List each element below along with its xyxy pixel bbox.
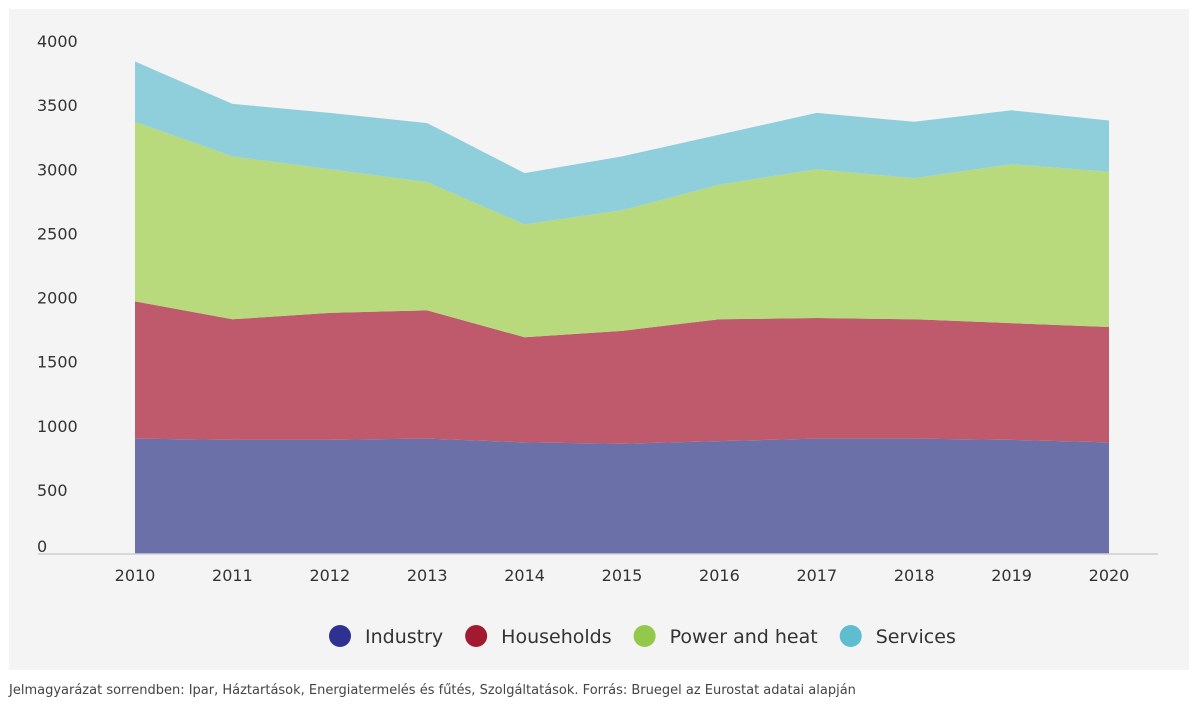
- legend-marker-services: [839, 625, 862, 647]
- x-tick-label: 2011: [212, 566, 253, 585]
- y-tick-label: 1500: [37, 353, 78, 372]
- legend: Industry Households Power and heat Services: [329, 625, 956, 648]
- y-tick-label: 0: [37, 537, 47, 556]
- area-series-industry: [135, 438, 1109, 554]
- x-tick-label: 2016: [699, 566, 740, 585]
- x-tick-label: 2010: [115, 566, 156, 585]
- chart-panel: 0 500 1000 1500 2000 2500 3000 3500 4000 2010 201…: [9, 9, 1189, 670]
- x-tick-label: 2017: [796, 566, 837, 585]
- area-series-power-and-heat: [135, 121, 1109, 338]
- legend-marker-households: [465, 625, 488, 647]
- x-axis-ticks: 2010 2011 2012 2013 2014 2015 2016 2017 2018 2019…: [115, 566, 1130, 585]
- y-tick-label: 1000: [37, 417, 78, 436]
- x-tick-label: 2018: [894, 566, 935, 585]
- chart-caption: Jelmagyarázat sorrendben: Ipar, Háztartá…: [9, 683, 856, 698]
- y-tick-label: 3000: [37, 160, 78, 179]
- x-tick-label: 2012: [309, 566, 350, 585]
- y-tick-label: 500: [37, 481, 68, 500]
- y-tick-label: 4000: [37, 32, 78, 51]
- x-tick-label: 2019: [991, 566, 1032, 585]
- x-tick-label: 2020: [1089, 566, 1130, 585]
- x-tick-label: 2014: [504, 566, 545, 585]
- legend-label: Households: [501, 626, 611, 648]
- x-tick-label: 2015: [602, 566, 643, 585]
- legend-label: Services: [876, 626, 956, 648]
- chart-areas: [135, 61, 1109, 554]
- area-series-services: [135, 61, 1109, 225]
- y-axis-ticks: 0 500 1000 1500 2000 2500 3000 3500 4000: [37, 32, 78, 556]
- legend-label: Industry: [365, 626, 443, 648]
- y-tick-label: 2500: [37, 224, 78, 243]
- y-tick-label: 2000: [37, 289, 78, 308]
- area-series-households: [135, 301, 1109, 444]
- legend-marker-industry: [329, 625, 351, 647]
- y-tick-label: 3500: [37, 96, 78, 115]
- legend-marker-power-and-heat: [633, 625, 656, 647]
- x-tick-label: 2013: [407, 566, 448, 585]
- legend-label: Power and heat: [670, 626, 818, 648]
